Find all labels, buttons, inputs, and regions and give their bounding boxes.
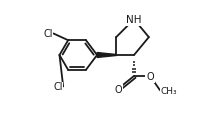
- Text: O: O: [146, 72, 154, 82]
- Text: CH₃: CH₃: [161, 87, 177, 96]
- Polygon shape: [97, 53, 116, 57]
- Text: Cl: Cl: [43, 29, 53, 39]
- Text: O: O: [114, 85, 122, 95]
- Text: Cl: Cl: [53, 82, 63, 92]
- Text: NH: NH: [126, 15, 142, 25]
